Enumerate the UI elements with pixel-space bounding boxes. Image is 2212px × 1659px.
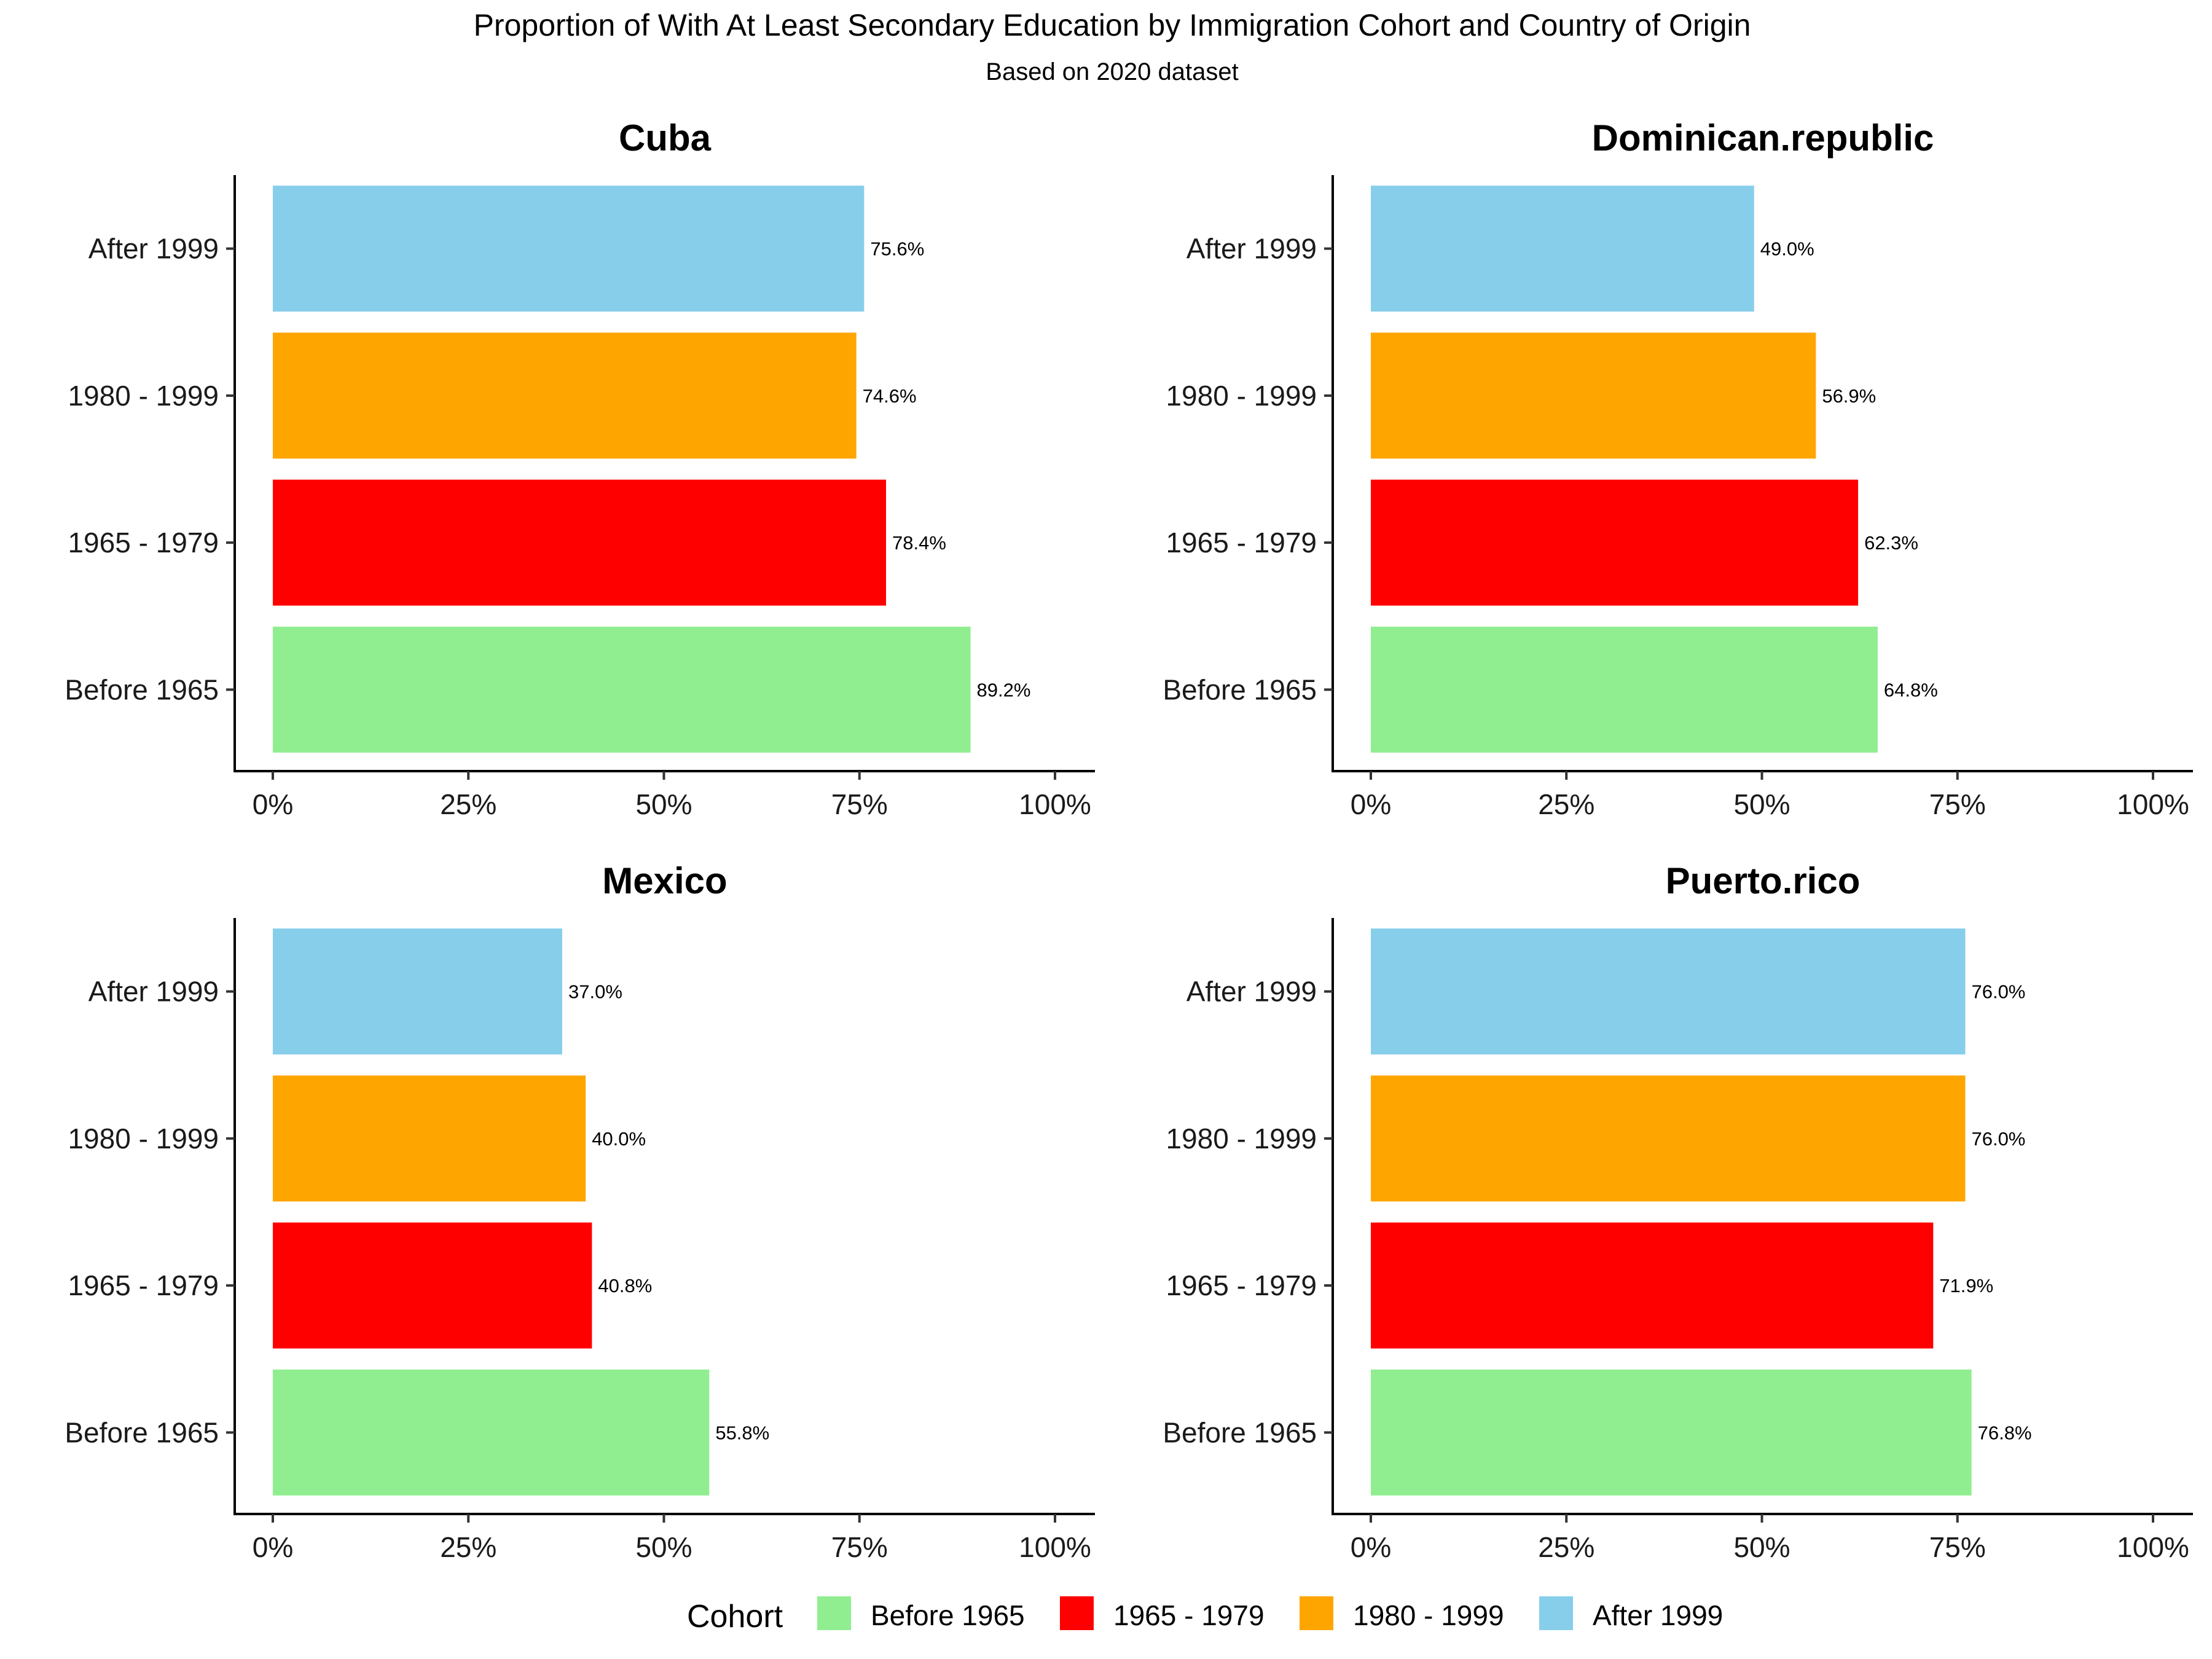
y-tick-label: 1980 - 1999 bbox=[68, 1123, 219, 1155]
x-tick-label: 0% bbox=[253, 1531, 293, 1563]
y-tick-label: 1965 - 1979 bbox=[1166, 1269, 1317, 1301]
legend-item: Before 1965 bbox=[817, 1596, 1025, 1631]
x-tick-label: 0% bbox=[1351, 1531, 1391, 1563]
panel-puerto-rico: Puerto.rico 0% 25% 50% 75% 100% Before 1965 76.… bbox=[1163, 860, 2193, 1563]
legend-label: 1980 - 1999 bbox=[1353, 1599, 1504, 1631]
bar bbox=[273, 928, 563, 1055]
x-tick-label: 100% bbox=[1019, 1531, 1091, 1563]
data-label: 75.6% bbox=[870, 238, 924, 260]
legend-label: Before 1965 bbox=[871, 1599, 1025, 1631]
x-tick-label: 100% bbox=[2117, 788, 2189, 820]
y-tick-label: After 1999 bbox=[88, 976, 219, 1008]
data-label: 76.0% bbox=[1971, 981, 2025, 1003]
bar bbox=[273, 332, 857, 459]
panel-cuba: Cuba 0% 25% 50% 75% 100% Before 1965 89.2% 1965 … bbox=[65, 117, 1095, 820]
x-tick-label: 25% bbox=[440, 788, 496, 820]
y-tick-label: Before 1965 bbox=[65, 673, 219, 705]
data-label: 78.4% bbox=[892, 532, 946, 554]
y-tick-label: After 1999 bbox=[1186, 976, 1317, 1008]
x-tick-label: 75% bbox=[1929, 788, 1986, 820]
y-tick-label: 1980 - 1999 bbox=[1166, 380, 1317, 412]
x-tick-label: 75% bbox=[831, 788, 888, 820]
bar bbox=[273, 1222, 592, 1349]
data-label: 56.9% bbox=[1822, 385, 1876, 407]
facet-panels: Cuba 0% 25% 50% 75% 100% Before 1965 89.2% 1965 … bbox=[65, 117, 2193, 1563]
panel-title: Puerto.rico bbox=[1666, 860, 1861, 901]
panel-title: Mexico bbox=[602, 860, 727, 901]
y-tick-label: Before 1965 bbox=[1163, 1416, 1317, 1448]
y-tick-label: 1980 - 1999 bbox=[1166, 1123, 1317, 1155]
bar bbox=[1371, 186, 1754, 312]
bar bbox=[273, 479, 887, 606]
bar bbox=[273, 1369, 710, 1496]
panel-dominican-republic: Dominican.republic 0% 25% 50% 75% 100% Before … bbox=[1163, 117, 2193, 820]
data-label: 62.3% bbox=[1864, 532, 1918, 554]
bar bbox=[273, 626, 971, 753]
x-tick-label: 25% bbox=[1538, 788, 1594, 820]
x-tick-label: 100% bbox=[2117, 1531, 2189, 1563]
chart-title: Proportion of With At Least Secondary Ed… bbox=[474, 8, 1751, 42]
legend-swatch bbox=[817, 1596, 851, 1630]
legend: Cohort Before 1965 1965 - 1979 1980 - 1999 A… bbox=[687, 1596, 1723, 1634]
data-label: 74.6% bbox=[863, 385, 917, 407]
data-label: 76.0% bbox=[1971, 1128, 2025, 1150]
y-tick-label: 1965 - 1979 bbox=[1166, 527, 1317, 559]
legend-label: 1965 - 1979 bbox=[1113, 1599, 1265, 1631]
legend-item: 1965 - 1979 bbox=[1060, 1596, 1265, 1631]
bar bbox=[1371, 1222, 1934, 1349]
x-tick-label: 50% bbox=[1733, 1531, 1790, 1563]
bar bbox=[273, 1075, 586, 1202]
y-tick-label: 1965 - 1979 bbox=[68, 1269, 219, 1301]
panel-mexico: Mexico 0% 25% 50% 75% 100% Before 1965 55.8% 196… bbox=[65, 860, 1095, 1563]
panel-title: Cuba bbox=[619, 117, 712, 159]
bar bbox=[1371, 1075, 1966, 1202]
x-tick-label: 0% bbox=[253, 788, 293, 820]
x-tick-label: 0% bbox=[1351, 788, 1391, 820]
x-tick-label: 25% bbox=[1538, 1531, 1594, 1563]
legend-item: After 1999 bbox=[1539, 1596, 1723, 1631]
y-tick-label: 1965 - 1979 bbox=[68, 527, 219, 559]
bar bbox=[1371, 928, 1966, 1055]
x-tick-label: 50% bbox=[1733, 788, 1790, 820]
data-label: 40.8% bbox=[598, 1275, 652, 1296]
y-tick-label: 1980 - 1999 bbox=[68, 380, 219, 412]
chart-subtitle: Based on 2020 dataset bbox=[986, 58, 1238, 85]
bar bbox=[1371, 332, 1816, 459]
data-label: 40.0% bbox=[592, 1128, 646, 1150]
x-tick-label: 100% bbox=[1019, 788, 1091, 820]
x-tick-label: 50% bbox=[635, 1531, 692, 1563]
legend-title: Cohort bbox=[687, 1599, 783, 1634]
data-label: 49.0% bbox=[1760, 238, 1814, 260]
y-tick-label: After 1999 bbox=[1186, 233, 1317, 265]
data-label: 89.2% bbox=[977, 679, 1031, 700]
bar bbox=[273, 186, 865, 312]
x-tick-label: 50% bbox=[635, 788, 692, 820]
x-tick-label: 75% bbox=[831, 1531, 888, 1563]
panel-title: Dominican.republic bbox=[1592, 117, 1934, 159]
data-label: 71.9% bbox=[1939, 1275, 1993, 1296]
data-label: 64.8% bbox=[1884, 679, 1938, 700]
bar bbox=[1371, 1369, 1972, 1496]
legend-item: 1980 - 1999 bbox=[1300, 1596, 1504, 1631]
data-label: 76.8% bbox=[1978, 1422, 2032, 1443]
legend-swatch bbox=[1060, 1596, 1094, 1630]
legend-label: After 1999 bbox=[1593, 1599, 1723, 1631]
y-tick-label: Before 1965 bbox=[1163, 673, 1317, 705]
legend-swatch bbox=[1539, 1596, 1573, 1630]
bar bbox=[1371, 626, 1878, 753]
data-label: 37.0% bbox=[568, 981, 622, 1003]
legend-swatch bbox=[1300, 1596, 1333, 1630]
x-tick-label: 25% bbox=[440, 1531, 496, 1563]
x-tick-label: 75% bbox=[1929, 1531, 1986, 1563]
y-tick-label: After 1999 bbox=[88, 233, 219, 265]
data-label: 55.8% bbox=[715, 1422, 769, 1443]
bar bbox=[1371, 479, 1859, 606]
y-tick-label: Before 1965 bbox=[65, 1416, 219, 1448]
